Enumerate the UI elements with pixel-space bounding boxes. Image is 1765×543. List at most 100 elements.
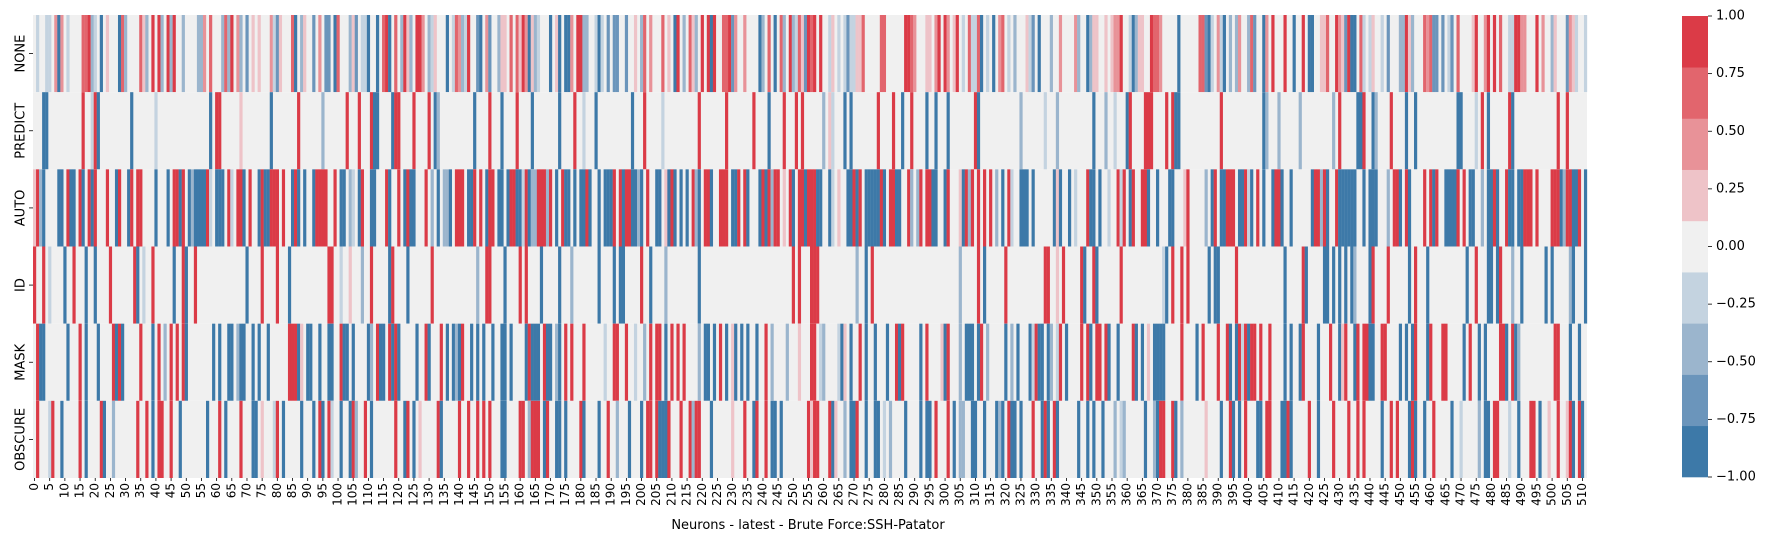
heatmap-cell bbox=[224, 400, 228, 478]
heatmap-cell bbox=[269, 15, 273, 93]
heatmap-cell bbox=[1307, 400, 1311, 478]
heatmap-cell bbox=[1110, 15, 1114, 93]
heatmap-cell bbox=[84, 323, 88, 401]
heatmap-cell bbox=[1256, 169, 1260, 247]
heatmap-cell bbox=[318, 169, 322, 247]
heatmap-cell bbox=[773, 169, 777, 247]
heatmap-cell bbox=[1216, 246, 1220, 324]
colorbar-tick-label: 1.00 bbox=[1716, 9, 1745, 24]
heatmap-cell bbox=[433, 92, 437, 170]
heatmap-cell bbox=[655, 400, 659, 478]
heatmap-cell bbox=[806, 400, 811, 478]
heatmap-cell bbox=[934, 92, 938, 170]
heatmap-cell bbox=[330, 323, 334, 401]
heatmap-cell bbox=[1171, 246, 1175, 324]
heatmap-cell bbox=[1435, 169, 1439, 247]
heatmap-cell bbox=[1574, 169, 1579, 247]
x-tick-label: 140 bbox=[452, 483, 466, 506]
heatmap-cell bbox=[117, 15, 122, 93]
heatmap-cell bbox=[1444, 169, 1448, 247]
heatmap-cell bbox=[536, 169, 541, 247]
heatmap-cell bbox=[272, 15, 276, 93]
heatmap-cell bbox=[209, 15, 213, 93]
heatmap-cell bbox=[864, 400, 868, 478]
heatmap-cell bbox=[682, 15, 686, 93]
heatmap-cell bbox=[1134, 323, 1138, 401]
heatmap-cell bbox=[1247, 15, 1251, 93]
x-axis-label: Neurons - latest - Brute Force:SSH-Patat… bbox=[671, 518, 945, 533]
heatmap-cell bbox=[369, 323, 374, 401]
heatmap-cell bbox=[454, 323, 459, 401]
heatmap-cell bbox=[1508, 15, 1512, 93]
heatmap-cell bbox=[518, 169, 522, 247]
heatmap-cell bbox=[755, 323, 759, 401]
heatmap-cell bbox=[664, 246, 668, 324]
heatmap-cell bbox=[992, 15, 996, 93]
heatmap-cell bbox=[1374, 169, 1378, 247]
heatmap-cell bbox=[597, 400, 601, 478]
heatmap-cell bbox=[1371, 169, 1375, 247]
heatmap-cell bbox=[357, 92, 361, 170]
heatmap-cell bbox=[290, 15, 295, 93]
heatmap-cell bbox=[142, 246, 146, 324]
heatmap-cell bbox=[45, 15, 49, 93]
heatmap-cell bbox=[1001, 15, 1005, 93]
heatmap-cell bbox=[1571, 400, 1576, 478]
heatmap-cell bbox=[1274, 169, 1278, 247]
heatmap-cell bbox=[1301, 246, 1305, 324]
heatmap-cell bbox=[239, 323, 243, 401]
heatmap-cell bbox=[1368, 246, 1372, 324]
x-tick-label: 210 bbox=[664, 483, 678, 506]
heatmap-cell bbox=[1559, 169, 1563, 247]
heatmap-cell bbox=[1571, 169, 1576, 247]
x-tick-label: 450 bbox=[1393, 483, 1407, 506]
heatmap-cell bbox=[1237, 323, 1242, 401]
heatmap-cell bbox=[1128, 15, 1132, 93]
heatmap-cell bbox=[391, 246, 395, 324]
heatmap-cell bbox=[227, 323, 231, 401]
heatmap-cell bbox=[1219, 15, 1223, 93]
heatmap-cell bbox=[955, 15, 959, 93]
heatmap-cell bbox=[1143, 92, 1148, 170]
x-tick-label: 30 bbox=[118, 483, 132, 498]
heatmap-cell bbox=[178, 400, 182, 478]
heatmap-cell bbox=[961, 400, 965, 478]
heatmap-cell bbox=[248, 169, 252, 247]
heatmap-cell bbox=[84, 246, 88, 324]
x-tick-label: 505 bbox=[1560, 483, 1574, 506]
heatmap-cell bbox=[718, 323, 723, 401]
heatmap-cell bbox=[1055, 323, 1060, 401]
heatmap-cell bbox=[810, 400, 814, 478]
heatmap-cell bbox=[1028, 323, 1032, 401]
heatmap-cell bbox=[117, 169, 122, 247]
heatmap-cell bbox=[721, 169, 726, 247]
heatmap-cell bbox=[533, 400, 537, 478]
heatmap-cell bbox=[1143, 169, 1148, 247]
heatmap-cell bbox=[360, 15, 364, 93]
heatmap-cell bbox=[725, 323, 729, 401]
heatmap-cell bbox=[649, 15, 653, 93]
x-tick-label: 100 bbox=[331, 483, 345, 506]
x-tick-label: 20 bbox=[88, 483, 102, 498]
heatmap-cell bbox=[928, 15, 932, 93]
heatmap-cell bbox=[983, 246, 987, 324]
heatmap-cell bbox=[1344, 15, 1348, 93]
heatmap-cell bbox=[1204, 400, 1208, 478]
heatmap-cell bbox=[1325, 246, 1330, 324]
heatmap-cell bbox=[542, 323, 547, 401]
heatmap-cell bbox=[1362, 400, 1366, 478]
heatmap-cell bbox=[539, 246, 544, 324]
heatmap-cell bbox=[275, 400, 279, 478]
heatmap-cell bbox=[1389, 400, 1393, 478]
heatmap-cell bbox=[297, 169, 301, 247]
heatmap-cell bbox=[1344, 246, 1348, 324]
heatmap-cell bbox=[521, 400, 525, 478]
heatmap-cell bbox=[706, 15, 710, 93]
heatmap-cell bbox=[1055, 246, 1060, 324]
heatmap-cell bbox=[1089, 15, 1093, 93]
heatmap-cell bbox=[1325, 15, 1330, 93]
heatmap-cell bbox=[93, 246, 97, 324]
heatmap-cell bbox=[561, 169, 565, 247]
heatmap-cell bbox=[488, 92, 492, 170]
x-tick-label: 440 bbox=[1362, 483, 1376, 506]
